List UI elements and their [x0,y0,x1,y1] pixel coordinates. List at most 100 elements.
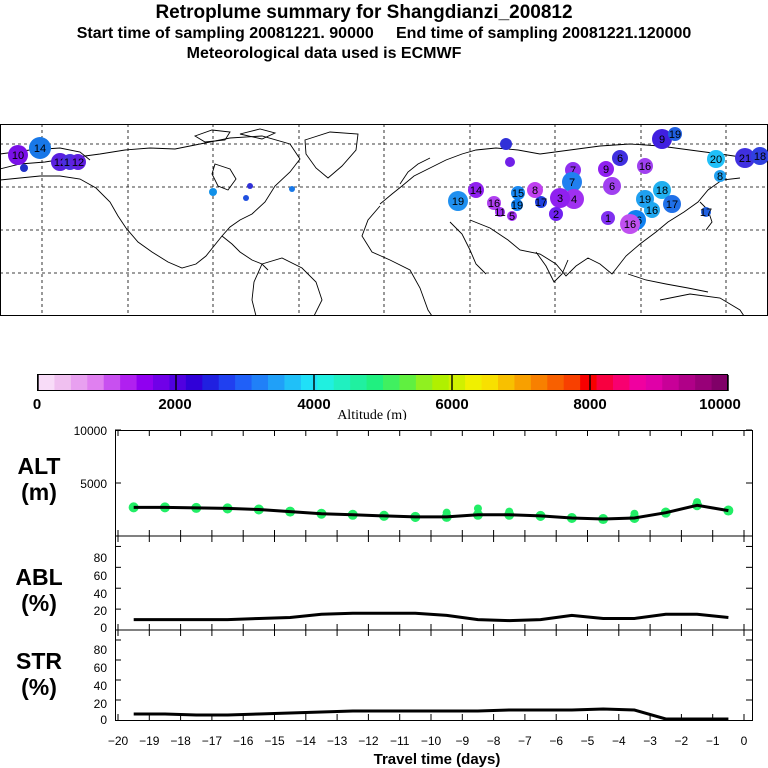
plume-markers: 1014121312191416151917115877964321191816… [8,127,768,234]
x-tick-label: −6 [549,734,563,748]
colorbar-cell [481,375,499,391]
colorbar-cell [366,375,384,391]
x-tick-label: −19 [139,734,160,748]
plume-marker-label: 3 [557,193,563,205]
plume-marker [448,191,468,211]
plume-marker [653,181,671,199]
plume-marker [289,186,295,192]
colorbar-cell [38,375,56,391]
colorbar-tick: 8000 [573,396,606,413]
plume-marker [707,150,725,168]
colorbar-cell [613,375,631,391]
map-gridlines [0,124,768,316]
plume-marker-label: 10 [12,150,24,162]
colorbar-cell [317,375,335,391]
plume-marker-label: 16 [624,219,636,231]
abl-ytick-label: 80 [94,551,108,565]
plume-marker [29,137,51,159]
colorbar-cell [103,375,121,391]
plume-marker [549,207,563,221]
meteo-data-line: Meteorological data used is ECMWF [186,45,462,62]
plume-marker [550,188,570,208]
colorbar-cell [465,375,483,391]
colorbar-cell [284,375,302,391]
colorbar-cell [153,375,171,391]
plume-marker [70,154,86,170]
plume-marker [751,147,768,165]
colorbar-cell [383,375,401,391]
plume-marker [511,186,525,200]
abl-ytick-label: 0 [100,621,107,635]
colorbar-cells [38,375,729,391]
alt-mean-line [133,503,729,521]
plume-marker-label: 6 [617,153,623,165]
plume-marker-label: 18 [656,185,668,197]
colorbar-cell [678,375,696,391]
plume-marker [644,202,660,218]
colorbar-cell [498,375,516,391]
x-tick-label: −9 [455,734,469,748]
colorbar-tick: 6000 [435,396,468,413]
plume-marker [20,164,28,172]
plume-marker [505,157,515,167]
plume-marker [735,148,755,168]
plume-marker-label: 18 [754,151,766,163]
plume-marker [603,177,621,195]
colorbar-cell [695,375,713,391]
plume-marker [652,129,672,149]
coast-hudson-bay [211,163,237,191]
colorbar-cell [662,375,680,391]
alt-point [442,508,451,517]
plume-marker [468,182,484,198]
coast-north-america [0,135,301,269]
alt-label-line2: (m) [21,479,57,505]
colorbar-cell [251,375,269,391]
plume-marker [500,138,512,150]
plume-marker [527,182,543,198]
plume-marker-label: 5 [509,211,515,223]
plume-marker [495,207,505,217]
plume-marker-label: 16 [639,161,651,173]
colorbar-cell [596,375,614,391]
abl-ytick-label: 60 [94,569,108,583]
abl-panel-label: ABL (%) [4,564,74,616]
colorbar-cell [448,375,466,391]
str-yticks: 80 60 40 20 0 [94,643,108,727]
colorbar-cell [218,375,236,391]
chart-title: Retroplume summary for Shangdianzi_20081… [155,2,573,23]
plume-marker [243,195,249,201]
plume-marker [612,150,628,166]
x-tick-label: −16 [233,734,254,748]
plume-marker-label: 17 [700,207,712,219]
x-tick-label: −7 [518,734,532,748]
alt-panel-label: ALT (m) [4,453,74,505]
colorbar-cell [185,375,203,391]
colorbar-cell [432,375,450,391]
x-tick-label: −8 [487,734,501,748]
plume-marker [247,183,253,189]
colorbar-tick: 0 [33,396,41,413]
plume-marker [668,127,682,141]
colorbar-tick: 10000 [699,396,741,413]
str-ytick-label: 0 [100,713,107,727]
plume-marker [487,196,501,210]
coast-india [535,251,569,283]
plume-marker-label: 19 [639,194,651,206]
x-tick-label: −10 [421,734,442,748]
coast-indonesia [627,273,709,293]
colorbar-cell [120,375,138,391]
plume-marker [714,170,726,182]
colorbar-cell [87,375,105,391]
plume-marker-label: 15 [512,188,524,200]
str-label-line2: (%) [21,674,57,700]
panels-frame [115,430,753,721]
coast-arctic-islands [193,128,277,143]
colorbar-cell [350,375,368,391]
x-tick-label: −20 [108,734,129,748]
plume-marker-label: 20 [710,154,722,166]
alt-label-line1: ALT [17,453,61,479]
x-tick-label: −4 [612,734,626,748]
plume-marker-label: 2 [553,209,559,221]
colorbar-cell [645,375,663,391]
plume-marker-label: 16 [488,198,500,210]
